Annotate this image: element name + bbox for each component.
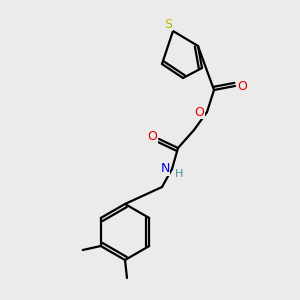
Text: N: N <box>160 163 170 176</box>
Text: O: O <box>147 130 157 143</box>
Text: H: H <box>175 169 183 179</box>
Text: O: O <box>194 106 204 118</box>
Text: S: S <box>164 17 172 31</box>
Text: O: O <box>237 80 247 92</box>
